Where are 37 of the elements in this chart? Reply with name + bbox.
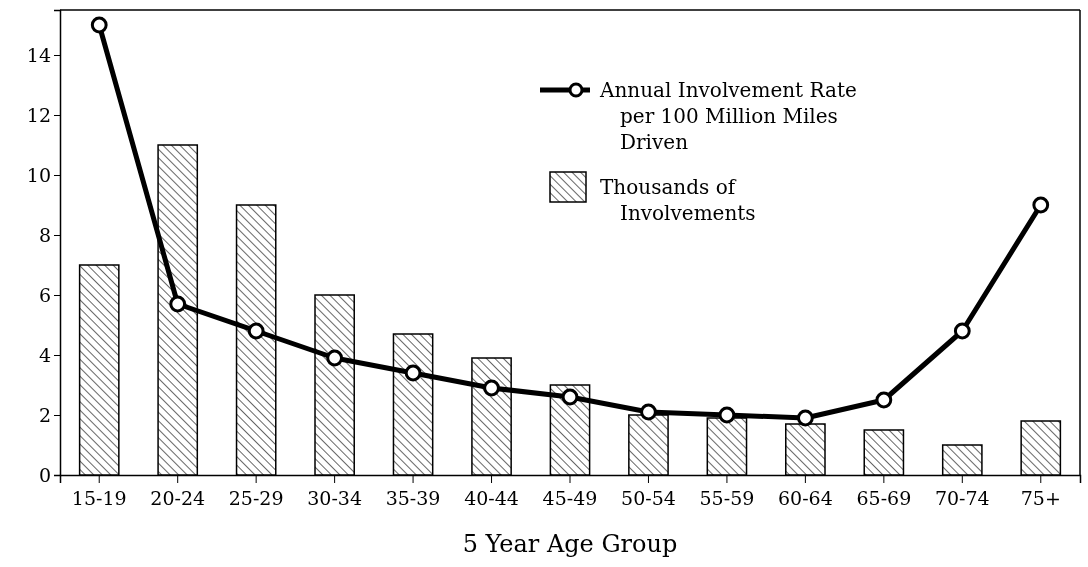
point [796,409,814,427]
x-axis-title: 5 Year Age Group [462,530,678,558]
y-tick-label: 2 [38,403,51,426]
x-tick-label: 25-29 [228,487,284,509]
x-tick-label: 65-69 [856,487,912,509]
y-tick-label: 12 [26,103,51,126]
point [1032,196,1050,214]
x-tick-label: 45-49 [542,487,598,509]
x-tick-label: 20-24 [150,487,206,509]
x-tick-label: 50-54 [621,487,676,509]
point [326,349,344,367]
point [483,379,500,397]
point [953,322,971,340]
y-tick-label: 8 [38,223,51,246]
point [247,322,265,340]
x-tick-label: 30-34 [307,487,363,509]
x-tick-label: 15-19 [71,487,127,509]
x-tick-label: 60-64 [777,487,833,509]
point [169,295,187,313]
point [90,16,108,34]
y-tick-label: 6 [38,283,51,306]
point [561,388,579,406]
x-tick-label: 75+ [1020,487,1061,509]
x-tick-label: 35-39 [385,487,441,509]
point [718,406,736,424]
point [404,364,422,382]
y-tick-label: 0 [38,463,51,486]
point [875,391,893,409]
point [640,403,657,421]
y-tick-label: 10 [26,163,51,186]
y-tick-label: 4 [38,343,51,366]
x-tick-label: 70-74 [934,487,990,509]
x-tick-label: 55-59 [699,487,755,509]
x-tick-label: 40-44 [464,487,519,509]
legend-label: Annual Involvement Rate per 100 Million Miles Driven [599,78,857,154]
legend-label: Thousands of Involvements [600,175,756,225]
y-tick-label: 14 [26,43,51,66]
